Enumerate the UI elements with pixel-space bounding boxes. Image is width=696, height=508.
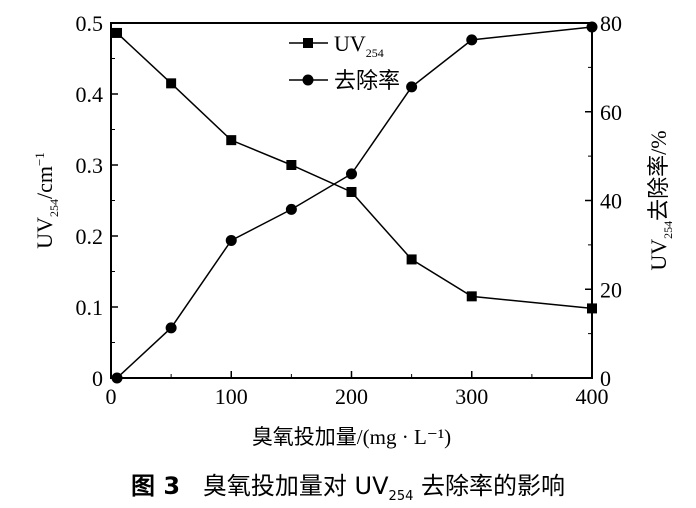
y-left-tick-label: 0.1 bbox=[76, 295, 104, 320]
y-right-axis-label: UV254去除率/% bbox=[646, 130, 675, 270]
chart: 0 100 200 300 40000.10.20.30.40.5020406080UV… bbox=[32, 11, 675, 449]
caption-suffix: 去除率的影响 bbox=[413, 472, 566, 500]
data-point-circle bbox=[225, 234, 237, 246]
data-point-square bbox=[226, 135, 237, 146]
figure-caption: 图 3 臭氧投加量对 UV254 去除率的影响 bbox=[0, 466, 696, 504]
legend-label: UV254 bbox=[334, 31, 384, 60]
y-left-tick-label: 0.2 bbox=[76, 224, 104, 249]
y-left-axis-label: UV254/cm−1 bbox=[32, 152, 61, 249]
y-left-tick-label: 0.5 bbox=[76, 11, 104, 36]
y-right-tick-label: 60 bbox=[600, 100, 622, 125]
x-tick-label: 400 bbox=[576, 384, 609, 409]
data-point-circle bbox=[285, 203, 297, 215]
series-line-1 bbox=[116, 32, 593, 310]
data-point-square bbox=[346, 186, 357, 197]
legend-marker-square bbox=[303, 38, 313, 48]
data-point-square bbox=[112, 27, 123, 38]
caption-text: 臭氧投加量对 UV bbox=[202, 472, 389, 500]
data-point-square bbox=[406, 254, 417, 265]
data-point-circle bbox=[466, 34, 478, 46]
series-line-2 bbox=[116, 26, 593, 379]
data-point-square bbox=[466, 291, 477, 302]
data-point-circle bbox=[586, 21, 598, 33]
x-tick-label: 100 bbox=[215, 384, 248, 409]
data-point-square bbox=[587, 303, 597, 314]
y-right-tick-label: 20 bbox=[600, 277, 622, 302]
x-axis-label: 臭氧投加量/(mg · L⁻¹) bbox=[252, 425, 451, 449]
y-left-tick-label: 0.4 bbox=[76, 82, 104, 107]
legend-label: 去除率 bbox=[334, 68, 400, 93]
x-tick-label: 300 bbox=[455, 384, 488, 409]
caption-sub: 254 bbox=[388, 488, 414, 504]
caption-number: 图 3 bbox=[130, 472, 181, 500]
data-point-circle bbox=[111, 372, 123, 384]
legend-marker-circle bbox=[302, 74, 314, 86]
y-left-tick-label: 0 bbox=[92, 366, 103, 391]
y-right-tick-label: 80 bbox=[600, 11, 622, 36]
x-tick-label: 0 bbox=[106, 384, 117, 409]
data-point-square bbox=[166, 78, 177, 89]
data-point-square bbox=[286, 160, 297, 170]
y-right-tick-label: 0 bbox=[600, 366, 611, 391]
data-point-circle bbox=[346, 168, 357, 180]
data-point-circle bbox=[406, 81, 418, 93]
data-point-circle bbox=[165, 322, 177, 334]
y-right-tick-label: 40 bbox=[600, 189, 622, 214]
y-left-tick-label: 0.3 bbox=[76, 153, 104, 178]
x-tick-label: 200 bbox=[335, 384, 368, 409]
